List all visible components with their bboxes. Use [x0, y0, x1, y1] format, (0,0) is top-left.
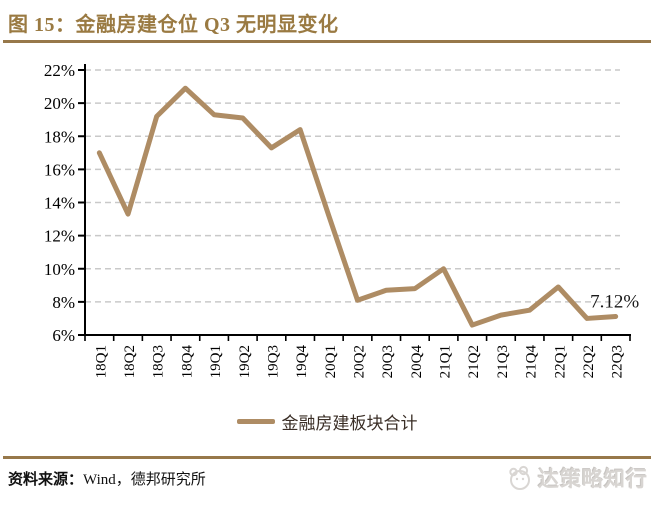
- svg-text:21Q4: 21Q4: [524, 345, 540, 379]
- svg-text:10%: 10%: [44, 260, 75, 279]
- svg-text:18Q3: 18Q3: [151, 345, 167, 378]
- top-divider: [3, 40, 651, 43]
- svg-text:22Q1: 22Q1: [552, 345, 568, 378]
- svg-text:22Q2: 22Q2: [581, 345, 597, 378]
- svg-text:19Q4: 19Q4: [294, 345, 310, 379]
- svg-text:20%: 20%: [44, 94, 75, 113]
- svg-text:22%: 22%: [44, 61, 75, 80]
- svg-text:16%: 16%: [44, 160, 75, 179]
- svg-text:8%: 8%: [52, 293, 75, 312]
- chart-legend: 金融房建板块合计: [0, 409, 654, 434]
- svg-text:20Q1: 20Q1: [323, 345, 339, 378]
- svg-text:19Q1: 19Q1: [208, 345, 224, 378]
- svg-text:18%: 18%: [44, 127, 75, 146]
- svg-text:21Q3: 21Q3: [495, 345, 511, 378]
- legend-label: 金融房建板块合计: [281, 414, 418, 433]
- svg-text:6%: 6%: [52, 326, 75, 345]
- svg-text:21Q2: 21Q2: [466, 345, 482, 378]
- svg-text:12%: 12%: [44, 227, 75, 246]
- svg-text:20Q2: 20Q2: [352, 345, 368, 378]
- source-note: 资料来源：Wind，德邦研究所: [8, 468, 206, 489]
- svg-text:22Q3: 22Q3: [610, 345, 626, 378]
- svg-text:20Q4: 20Q4: [409, 345, 425, 379]
- source-label: 资料来源：: [8, 472, 84, 488]
- source-value: Wind，德邦研究所: [83, 472, 206, 488]
- svg-text:18Q2: 18Q2: [122, 345, 138, 378]
- svg-text:18Q1: 18Q1: [93, 345, 109, 378]
- watermark-logo-icon: [509, 465, 530, 490]
- svg-text:18Q4: 18Q4: [179, 345, 195, 379]
- svg-text:21Q1: 21Q1: [438, 345, 454, 378]
- bottom-divider: [3, 456, 651, 459]
- svg-text:19Q3: 19Q3: [265, 345, 281, 378]
- svg-text:20Q3: 20Q3: [380, 345, 396, 378]
- legend-line-swatch: [236, 419, 275, 424]
- watermark-text: 达策略知行: [538, 467, 648, 491]
- last-value-label: 7.12%: [590, 291, 639, 312]
- figure-title: 图 15：金融房建仓位 Q3 无明显变化: [8, 14, 339, 36]
- watermark: 达策略知行: [506, 463, 648, 493]
- svg-text:14%: 14%: [44, 194, 75, 213]
- svg-text:19Q2: 19Q2: [237, 345, 253, 378]
